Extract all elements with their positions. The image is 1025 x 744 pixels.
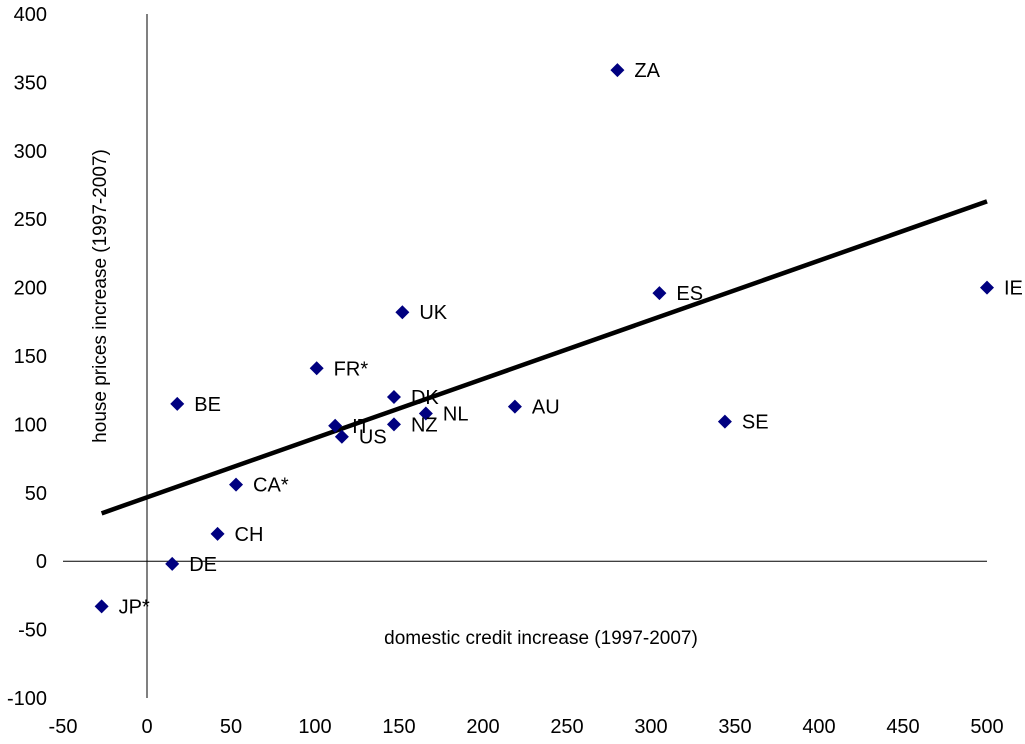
y-tick-label: 350 [14,72,47,94]
y-tick-label: 300 [14,141,47,163]
data-point-label: IT [352,416,370,438]
x-tick-label: 200 [466,716,499,738]
data-point-label: US [359,427,387,449]
x-tick-label: 400 [802,716,835,738]
y-tick-label: -100 [7,688,47,710]
data-point-label: DK [411,387,439,409]
data-point [610,63,625,78]
data-points [94,63,994,614]
x-tick-label: 350 [718,716,751,738]
data-point [229,477,244,492]
trendline [100,199,988,516]
y-tick-label: 100 [14,414,47,436]
x-tick-label: 100 [298,716,331,738]
y-tick-label: -50 [18,620,47,642]
data-point [395,305,410,320]
data-point [210,526,225,541]
data-point [386,390,401,405]
data-point-label: ZA [634,60,660,82]
y-tick-labels: 400 350 300 250 200 150 100 50 0 -50 -100 [7,4,47,710]
data-point-label: JP* [119,596,150,618]
x-tick-labels: -50 0 50 100 150 200 250 300 350 400 450 500 [49,716,1004,738]
data-point [94,599,109,614]
x-tick-label: 0 [141,716,152,738]
data-point [309,361,324,376]
x-tick-label: 300 [634,716,667,738]
data-point-label: AU [532,397,560,419]
x-tick-label: 500 [970,716,1003,738]
data-point [507,399,522,414]
data-point [328,418,343,433]
data-point [980,280,994,295]
x-tick-label: 50 [220,716,242,738]
y-tick-label: 150 [14,346,47,368]
y-tick-label: 400 [14,4,47,26]
y-tick-label: 0 [36,551,47,573]
data-point-label: BE [194,394,221,416]
data-point-label: NL [443,403,469,425]
y-tick-label: 50 [25,483,47,505]
x-axis-title: domestic credit increase (1997-2007) [384,628,698,649]
data-point [170,396,185,411]
data-point [334,429,349,444]
x-tick-label: 250 [550,716,583,738]
data-point [717,414,732,429]
x-tick-label: 150 [382,716,415,738]
data-point [386,417,401,432]
x-tick-label: 450 [886,716,919,738]
data-point-label: ES [676,283,703,305]
data-point-label: SE [742,412,769,434]
data-point [418,406,433,421]
x-axis: -50 0 50 100 150 200 250 300 350 400 450 500 [49,560,1004,738]
data-point-label: DE [189,554,217,576]
data-point-label: NZ [411,414,438,436]
y-axis: 400 350 300 250 200 150 100 50 0 -50 -100 [7,4,148,710]
data-point-label: CA* [253,475,289,497]
y-tick-label: 200 [14,278,47,300]
data-point-label: FR* [334,358,369,380]
data-point [652,286,667,301]
y-axis-title: house prices increase (1997-2007) [90,149,111,443]
data-point-label: CH [235,524,264,546]
x-tick-label: -50 [49,716,78,738]
data-point-label: IE [1004,278,1023,300]
data-point-label: UK [419,302,447,324]
data-point [165,556,180,571]
y-tick-label: 250 [14,209,47,231]
